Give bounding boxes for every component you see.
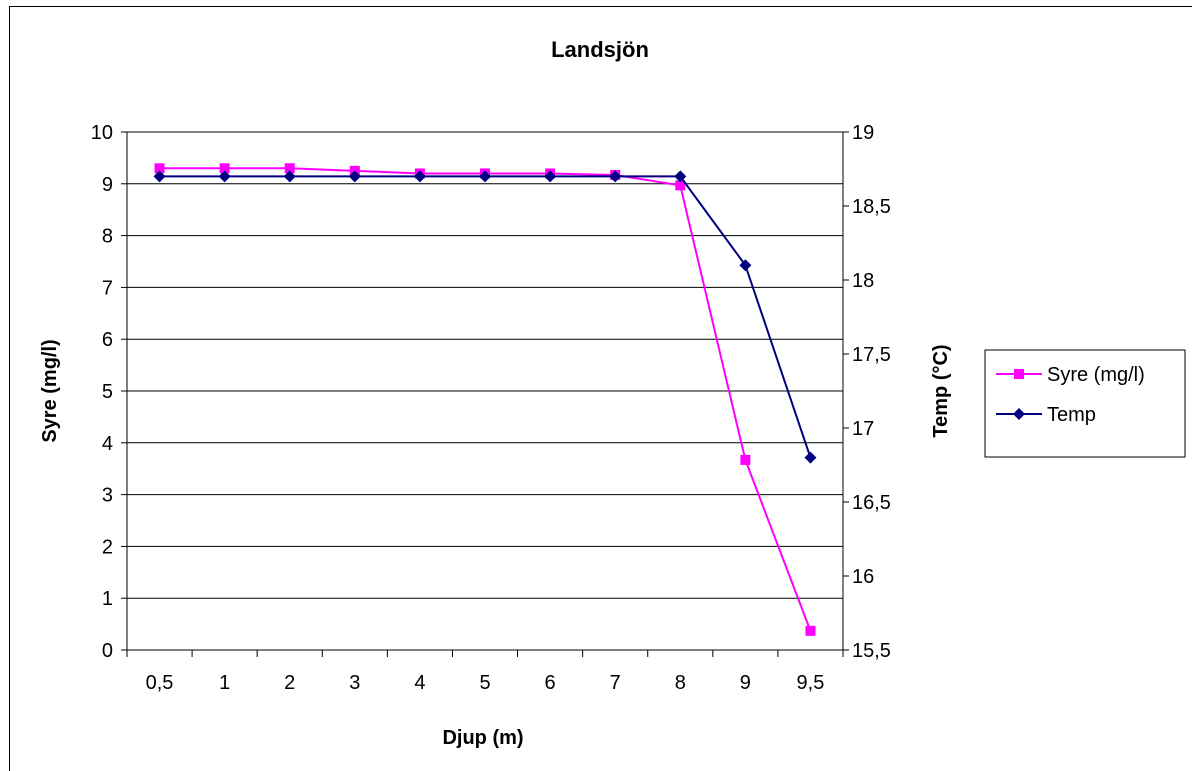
chart-frame [9,6,1192,771]
x-tick-label: 5 [479,672,490,694]
series-line-syre [159,167,812,632]
data-point-temp [544,170,557,183]
data-point-temp [674,170,687,183]
data-point-syre [154,163,165,174]
y2-tick-label: 17 [852,418,874,440]
data-point-temp [283,170,296,183]
chart-title: Landsjön [551,37,649,62]
data-point-syre [805,625,816,636]
legend: Syre (mg/l) Temp [984,349,1186,458]
y2-tick-label: 19 [852,122,874,144]
data-point-temp [153,170,166,183]
y2-axis-title: Temp (°C) [930,344,952,437]
y-tick-label: 3 [102,485,113,507]
y-tick-label: 6 [102,329,113,351]
data-point-syre [284,163,295,174]
data-point-temp [804,451,817,464]
data-point-syre [740,454,751,465]
x-tick-label: 9,5 [797,672,825,694]
right-axis-ticks: 15,5 16 16,5 17 17,5 18 18,5 19 [843,122,891,662]
y-axis-title: Syre (mg/l) [39,339,61,442]
x-tick-label: 0,5 [146,672,174,694]
y2-tick-label: 18 [852,270,874,292]
y-tick-label: 2 [102,536,113,558]
x-tick-label: 1 [219,672,230,694]
data-point-temp [348,170,361,183]
legend-label-syre: Syre (mg/l) [1047,364,1145,386]
y2-tick-label: 16,5 [852,492,891,514]
x-tick-label: 8 [675,672,686,694]
data-point-temp [479,170,491,183]
data-point-temp [413,170,426,183]
y2-tick-label: 16 [852,566,874,588]
y-tick-label: 9 [102,174,113,196]
gridlines [127,131,843,599]
x-axis-ticks: 0,5 1 2 3 4 5 6 7 8 9 9,5 [126,650,844,694]
y-tick-label: 7 [102,277,113,299]
y2-tick-label: 15,5 [852,640,891,662]
y-tick-label: 0 [102,640,113,662]
y-tick-label: 8 [102,226,113,248]
x-tick-label: 3 [349,672,360,694]
legend-marker-temp [1013,408,1025,420]
left-axis-ticks: 0 1 2 3 4 5 6 7 8 9 10 [91,122,127,662]
x-tick-label: 2 [284,672,295,694]
data-point-temp [739,259,752,272]
series-line-temp [159,175,812,458]
y-tick-label: 5 [102,381,113,403]
legend-marker-syre [1014,369,1024,379]
data-point-syre [675,180,686,191]
legend-box [984,349,1186,458]
y-tick-label: 1 [102,588,113,610]
x-tick-label: 4 [414,672,425,694]
x-tick-label: 6 [545,672,556,694]
series-layer [153,163,817,636]
y-tick-label: 10 [91,122,113,144]
x-axis-title: Djup (m) [442,727,523,749]
legend-label-temp: Temp [1047,404,1096,426]
data-point-temp [609,170,622,183]
x-tick-label: 7 [610,672,621,694]
data-point-temp [218,170,231,183]
y2-tick-label: 18,5 [852,196,891,218]
y2-tick-label: 17,5 [852,344,891,366]
data-point-syre [219,163,230,174]
x-tick-label: 9 [740,672,751,694]
y-tick-label: 4 [102,433,113,455]
